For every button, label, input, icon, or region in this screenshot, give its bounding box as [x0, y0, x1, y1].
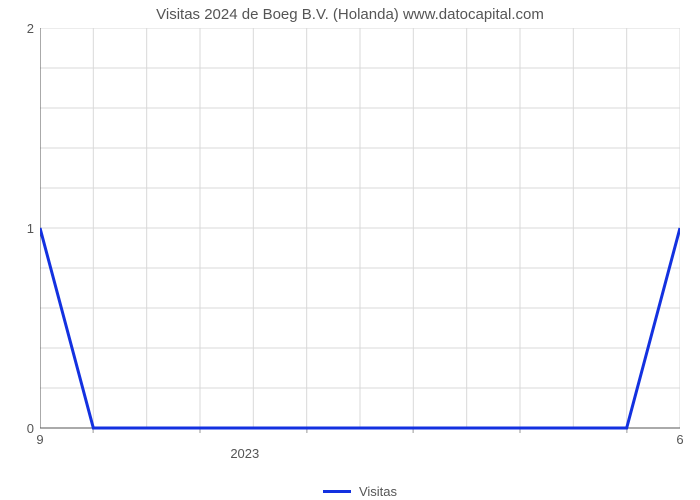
chart-title: Visitas 2024 de Boeg B.V. (Holanda) www.… [0, 6, 700, 23]
xtick-label-first: 9 [30, 432, 50, 447]
chart-plot [40, 28, 680, 438]
x-axis-label: 2023 [215, 446, 275, 461]
xtick-label-last: 6 [670, 432, 690, 447]
ytick-label-1: 1 [10, 221, 34, 236]
legend-swatch [323, 490, 351, 493]
legend-label: Visitas [359, 484, 397, 499]
chart-container: Visitas 2024 de Boeg B.V. (Holanda) www.… [0, 0, 700, 500]
ytick-label-2: 2 [10, 21, 34, 36]
legend: Visitas [40, 484, 680, 499]
